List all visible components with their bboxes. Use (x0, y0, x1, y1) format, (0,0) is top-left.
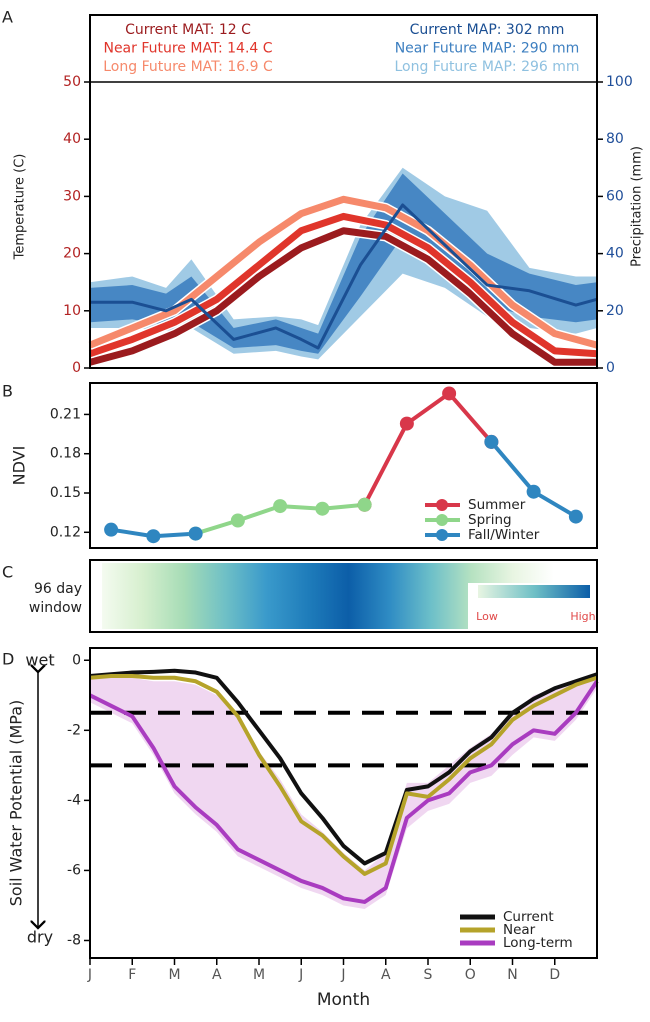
plot-frame (89, 647, 598, 959)
plot-frame (89, 559, 598, 633)
y-tick-label: 0 (72, 652, 81, 668)
legend-label: Summer (468, 497, 526, 513)
legend-label: Current (503, 909, 554, 925)
legend-swatch-marker (436, 499, 448, 511)
y-tick-label: -2 (67, 722, 81, 738)
legend-label: Near Future MAT: 14.4 C (103, 41, 272, 57)
x-tick-label: J (87, 967, 92, 983)
y-axis-label: NDVI (10, 446, 29, 486)
x-tick-label: O (465, 967, 476, 983)
legend-label: Near (503, 922, 536, 938)
line (89, 680, 599, 904)
heat-legend-label: High (570, 610, 595, 623)
panel-letter: D (2, 650, 14, 669)
legend-label: Current MAT: 12 C (125, 22, 251, 38)
legend-label: Long Future MAT: 16.9 C (103, 59, 273, 75)
line (90, 203, 598, 350)
x-tick-label: M (168, 967, 180, 983)
panel-letter: B (2, 382, 13, 401)
marker (399, 416, 414, 431)
y-tick-label: 0.18 (50, 446, 81, 462)
line (89, 668, 598, 866)
y-tick-label: 10 (63, 303, 81, 319)
x-tick-label: A (381, 967, 391, 983)
y-tick-label: 30 (63, 188, 81, 204)
line (89, 674, 598, 876)
x-tick-label: M (253, 967, 265, 983)
marker (146, 529, 161, 544)
x-tick-label: A (212, 967, 222, 983)
marker (315, 501, 330, 516)
x-tick-label: J (340, 967, 345, 983)
x-tick-label: S (424, 967, 433, 983)
plot-frame (89, 14, 598, 369)
legend-swatch-marker (436, 514, 448, 526)
marker (104, 522, 119, 537)
heat-legend-label: Low (476, 610, 498, 623)
panel-letter: A (2, 8, 13, 27)
line (88, 195, 598, 349)
plot-layer (88, 167, 599, 368)
y-axis-label: 96 day (34, 581, 82, 597)
band (90, 674, 597, 909)
marker (357, 497, 372, 512)
y-axis-label: Temperature (C) (13, 154, 28, 261)
y-tick-label: -8 (67, 932, 81, 948)
marker (526, 484, 541, 499)
y-tick-label: 20 (63, 246, 81, 262)
marker (273, 499, 288, 514)
y-axis-label: window (29, 600, 82, 616)
legend-label: Current MAP: 302 mm (410, 22, 565, 38)
y-axis-label: Soil Water Potential (MPa) (7, 700, 26, 907)
marker (442, 386, 457, 401)
x-tick-label: D (549, 967, 560, 983)
y2-tick-label: 40 (606, 246, 624, 262)
legend-label: Spring (468, 512, 512, 528)
y2-axis-label: Precipitation (mm) (630, 146, 645, 267)
y2-tick-label: 80 (606, 131, 624, 147)
marker (230, 513, 245, 528)
x-tick-label: J (298, 967, 303, 983)
plot-layer (89, 668, 599, 909)
line (89, 227, 597, 366)
x-axis-label: Month (317, 990, 370, 1010)
plot-frame (89, 382, 598, 549)
panel-letter: C (2, 563, 13, 582)
annotation: dry (27, 928, 53, 947)
marker (484, 434, 499, 449)
y2-tick-label: 20 (606, 303, 624, 319)
x-tick-label: F (128, 967, 136, 983)
x-tick-label: N (507, 967, 517, 983)
legend-label: Long Future MAP: 296 mm (394, 59, 579, 75)
y-tick-label: 0.15 (50, 485, 81, 501)
legend-label: Fall/Winter (468, 527, 540, 543)
legend-swatch-marker (436, 529, 448, 541)
y2-tick-label: 60 (606, 188, 624, 204)
y2-tick-label: 0 (606, 360, 615, 376)
y-tick-label: 0.12 (50, 524, 81, 540)
heat-legend-bar (478, 585, 590, 598)
y-tick-label: 0 (72, 360, 81, 376)
y2-tick-label: 100 (606, 74, 633, 90)
marker (188, 526, 203, 541)
line (88, 212, 598, 358)
plot-layer (104, 386, 583, 544)
legend-label: Near Future MAP: 290 mm (395, 41, 580, 57)
y-tick-label: 0.21 (50, 406, 81, 422)
y-tick-label: 50 (63, 74, 81, 90)
marker (568, 509, 583, 524)
annotation: wet (25, 651, 54, 670)
legend-label: Long-term (503, 935, 573, 951)
y-tick-label: -4 (67, 792, 81, 808)
line (362, 391, 493, 506)
y-tick-label: -6 (67, 862, 81, 878)
y-tick-label: 40 (63, 131, 81, 147)
